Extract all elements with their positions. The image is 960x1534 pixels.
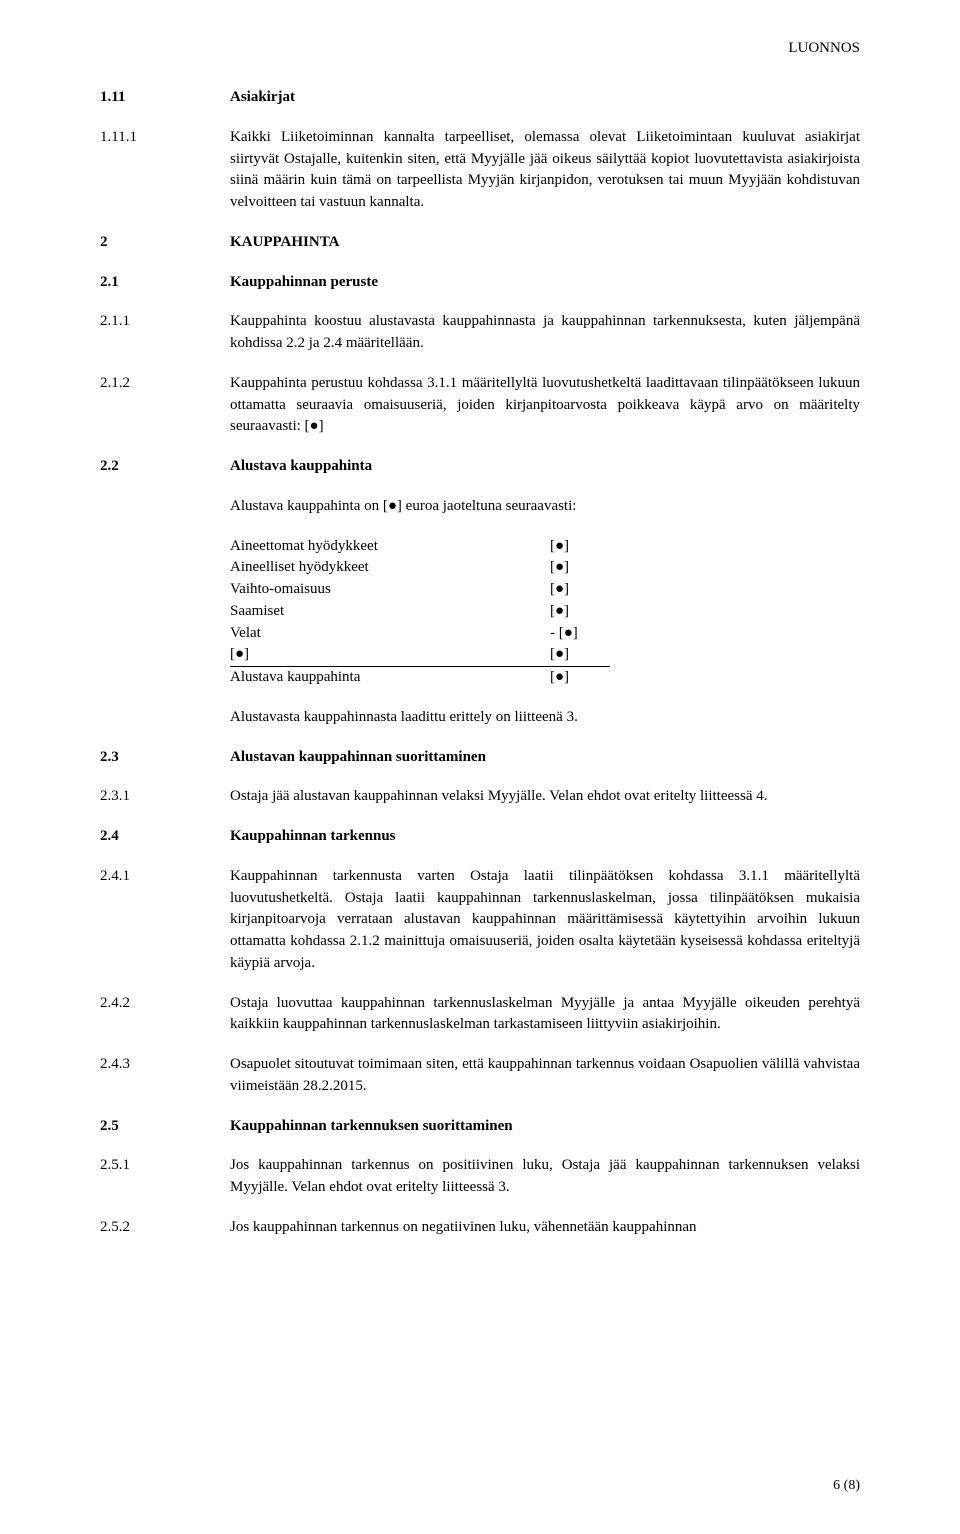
para-2-2-intro: Alustava kauppahinta on [●] euroa jaotel… (100, 496, 860, 518)
para-2-4-2: 2.4.2 Ostaja luovuttaa kauppahinnan tark… (100, 993, 860, 1037)
section-title: Kauppahinnan tarkennuksen suorittaminen (230, 1116, 860, 1138)
para-1-11-1: 1.11.1 Kaikki Liiketoiminnan kannalta ta… (100, 127, 860, 214)
table-cell-label: Aineelliset hyödykkeet (230, 557, 550, 579)
section-title: Alustava kauppahinta (230, 456, 860, 478)
section-number: 2.1 (100, 272, 230, 294)
para-number: 1.11.1 (100, 127, 230, 214)
table-cell-label: Vaihto-omaisuus (230, 579, 550, 601)
section-number: 1.11 (100, 87, 230, 109)
table-row: Aineettomat hyödykkeet[●] (230, 536, 860, 558)
section-2: 2 KAUPPAHINTA (100, 232, 860, 254)
para-number: 2.4.2 (100, 993, 230, 1037)
section-number: 2.5 (100, 1116, 230, 1138)
section-2-5: 2.5 Kauppahinnan tarkennuksen suorittami… (100, 1116, 860, 1138)
section-title: KAUPPAHINTA (230, 232, 860, 254)
para-2-5-1: 2.5.1 Jos kauppahinnan tarkennus on posi… (100, 1155, 860, 1199)
table-cell-label: Alustava kauppahinta (230, 667, 550, 689)
para-2-1-1: 2.1.1 Kauppahinta koostuu alustavasta ka… (100, 311, 860, 355)
para-number: 2.1.1 (100, 311, 230, 355)
para-text: Kaikki Liiketoiminnan kannalta tarpeelli… (230, 127, 860, 214)
table-cell-value: [●] (550, 667, 610, 689)
para-2-5-2: 2.5.2 Jos kauppahinnan tarkennus on nega… (100, 1217, 860, 1239)
para-number: 2.4.3 (100, 1054, 230, 1098)
para-text: Kauppahinnan tarkennusta varten Ostaja l… (230, 866, 860, 975)
para-text: Jos kauppahinnan tarkennus on positiivin… (230, 1155, 860, 1199)
table-cell-value: [●] (550, 601, 610, 623)
section-number: 2.2 (100, 456, 230, 478)
section-2-1: 2.1 Kauppahinnan peruste (100, 272, 860, 294)
section-number: 2.4 (100, 826, 230, 848)
table-cell-label: Aineettomat hyödykkeet (230, 536, 550, 558)
para-text: Ostaja luovuttaa kauppahinnan tarkennusl… (230, 993, 860, 1037)
para-number: 2.5.2 (100, 1217, 230, 1239)
para-text: Kauppahinta perustuu kohdassa 3.1.1 määr… (230, 373, 860, 438)
para-number: 2.3.1 (100, 786, 230, 808)
para-text: Osapuolet sitoutuvat toimimaan siten, et… (230, 1054, 860, 1098)
table-row: Velat- [●] (230, 623, 860, 645)
table-cell-label: Saamiset (230, 601, 550, 623)
para-number: 2.1.2 (100, 373, 230, 438)
para-number (100, 707, 230, 729)
para-text: Alustava kauppahinta on [●] euroa jaotel… (230, 496, 860, 518)
table-row: Vaihto-omaisuus[●] (230, 579, 860, 601)
para-2-3-1: 2.3.1 Ostaja jää alustavan kauppahinnan … (100, 786, 860, 808)
table-row: Saamiset[●] (230, 601, 860, 623)
table-cell-value: [●] (550, 579, 610, 601)
para-number (100, 496, 230, 518)
para-text: Alustavasta kauppahinnasta laadittu erit… (230, 707, 860, 729)
para-text: Kauppahinta koostuu alustavasta kauppahi… (230, 311, 860, 355)
table-cell-label: [●] (230, 644, 550, 667)
section-title: Asiakirjat (230, 87, 860, 109)
section-number: 2 (100, 232, 230, 254)
table-row: Alustava kauppahinta[●] (230, 667, 860, 689)
table-row: Aineelliset hyödykkeet[●] (230, 557, 860, 579)
para-2-4-3: 2.4.3 Osapuolet sitoutuvat toimimaan sit… (100, 1054, 860, 1098)
para-text: Ostaja jää alustavan kauppahinnan velaks… (230, 786, 860, 808)
section-2-2: 2.2 Alustava kauppahinta (100, 456, 860, 478)
page: LUONNOS 1.11 Asiakirjat 1.11.1 Kaikki Li… (0, 0, 960, 1534)
section-2-3: 2.3 Alustavan kauppahinnan suorittaminen (100, 747, 860, 769)
para-2-4-1: 2.4.1 Kauppahinnan tarkennusta varten Os… (100, 866, 860, 975)
price-breakdown-table: Aineettomat hyödykkeet[●]Aineelliset hyö… (230, 536, 860, 689)
section-number: 2.3 (100, 747, 230, 769)
para-number: 2.5.1 (100, 1155, 230, 1199)
section-2-4: 2.4 Kauppahinnan tarkennus (100, 826, 860, 848)
table-cell-label: Velat (230, 623, 550, 645)
para-number: 2.4.1 (100, 866, 230, 975)
header-draft-label: LUONNOS (100, 40, 860, 57)
table-cell-value: [●] (550, 557, 610, 579)
page-number: 6 (8) (833, 1478, 860, 1494)
section-title: Kauppahinnan peruste (230, 272, 860, 294)
table-cell-value: [●] (550, 644, 610, 667)
para-text: Jos kauppahinnan tarkennus on negatiivin… (230, 1217, 860, 1239)
table-cell-value: [●] (550, 536, 610, 558)
section-title: Kauppahinnan tarkennus (230, 826, 860, 848)
table-row: [●][●] (230, 644, 860, 667)
section-title: Alustavan kauppahinnan suorittaminen (230, 747, 860, 769)
table-cell-value: - [●] (550, 623, 610, 645)
para-2-2-outro: Alustavasta kauppahinnasta laadittu erit… (100, 707, 860, 729)
para-2-1-2: 2.1.2 Kauppahinta perustuu kohdassa 3.1.… (100, 373, 860, 438)
section-1-11: 1.11 Asiakirjat (100, 87, 860, 109)
